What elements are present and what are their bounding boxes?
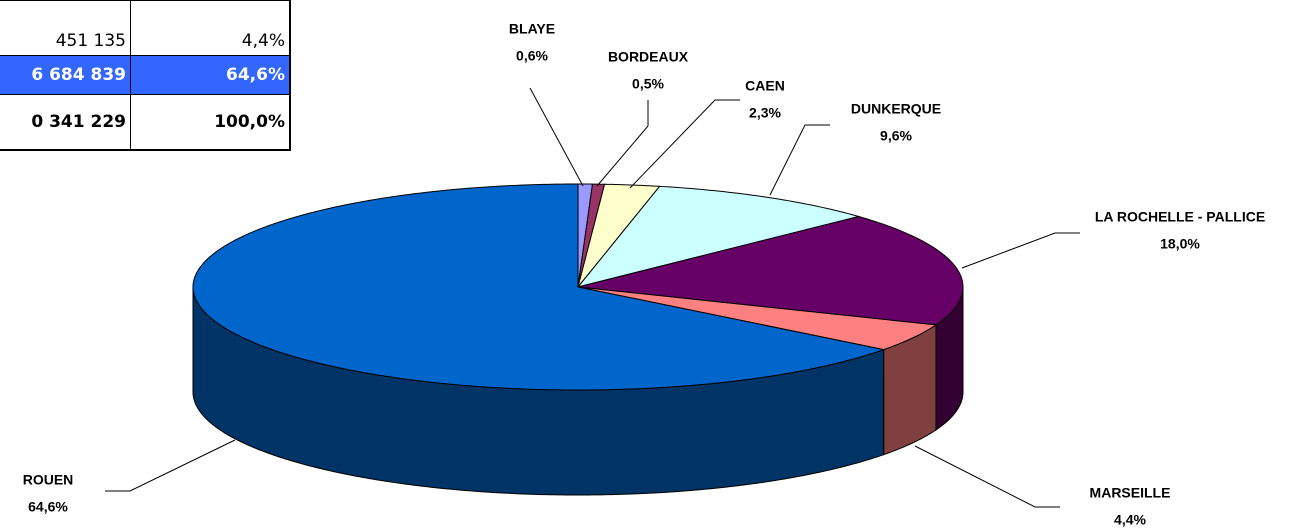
slice-label: ROUEN xyxy=(23,472,74,488)
slice-label: DUNKERQUE xyxy=(851,101,941,117)
cell: 451 135 xyxy=(0,0,131,56)
slice xyxy=(577,286,938,351)
value-label: 9,6% xyxy=(880,128,912,144)
slice-label: MARSEILLE xyxy=(1090,485,1171,501)
table-row: 6 684 839 64,6% xyxy=(0,55,291,95)
slice-label: BORDEAUX xyxy=(608,49,689,65)
leader-line xyxy=(914,445,1060,508)
leader-line xyxy=(529,87,584,187)
cell: 0 341 229 xyxy=(0,94,131,151)
value-label: 0,6% xyxy=(516,48,548,64)
cell: 100,0% xyxy=(130,94,291,151)
slice xyxy=(192,183,886,391)
leader-line xyxy=(105,439,236,492)
value-label: 64,6% xyxy=(28,499,68,515)
value-label: 18,0% xyxy=(1160,236,1200,252)
cell: 64,6% xyxy=(130,55,291,95)
leader-line xyxy=(769,124,830,196)
leader-line xyxy=(961,232,1080,269)
slice-label: LA ROCHELLE - PALLICE xyxy=(1095,209,1265,225)
cell: 4,4% xyxy=(130,0,291,56)
slice xyxy=(576,185,861,288)
cell: 6 684 839 xyxy=(0,55,131,95)
table-row: 451 135 4,4% xyxy=(0,0,291,56)
value-label: 2,3% xyxy=(749,105,781,121)
value-label: 0,5% xyxy=(632,76,664,92)
data-table: 451 135 4,4% 6 684 839 64,6% 0 341 229 100,… xyxy=(0,0,291,151)
slice-label: BLAYE xyxy=(509,21,555,37)
slice xyxy=(577,215,964,326)
leader-line xyxy=(596,100,649,187)
table-row: 0 341 229 100,0% xyxy=(0,94,291,151)
leader-line xyxy=(629,99,740,189)
slice-label: CAEN xyxy=(745,78,785,94)
value-label: 4,4% xyxy=(1114,512,1146,528)
